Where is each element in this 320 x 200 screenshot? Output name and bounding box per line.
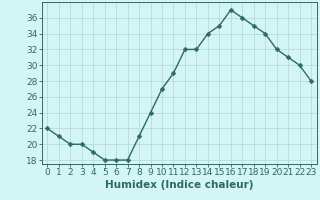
X-axis label: Humidex (Indice chaleur): Humidex (Indice chaleur) xyxy=(105,180,253,190)
